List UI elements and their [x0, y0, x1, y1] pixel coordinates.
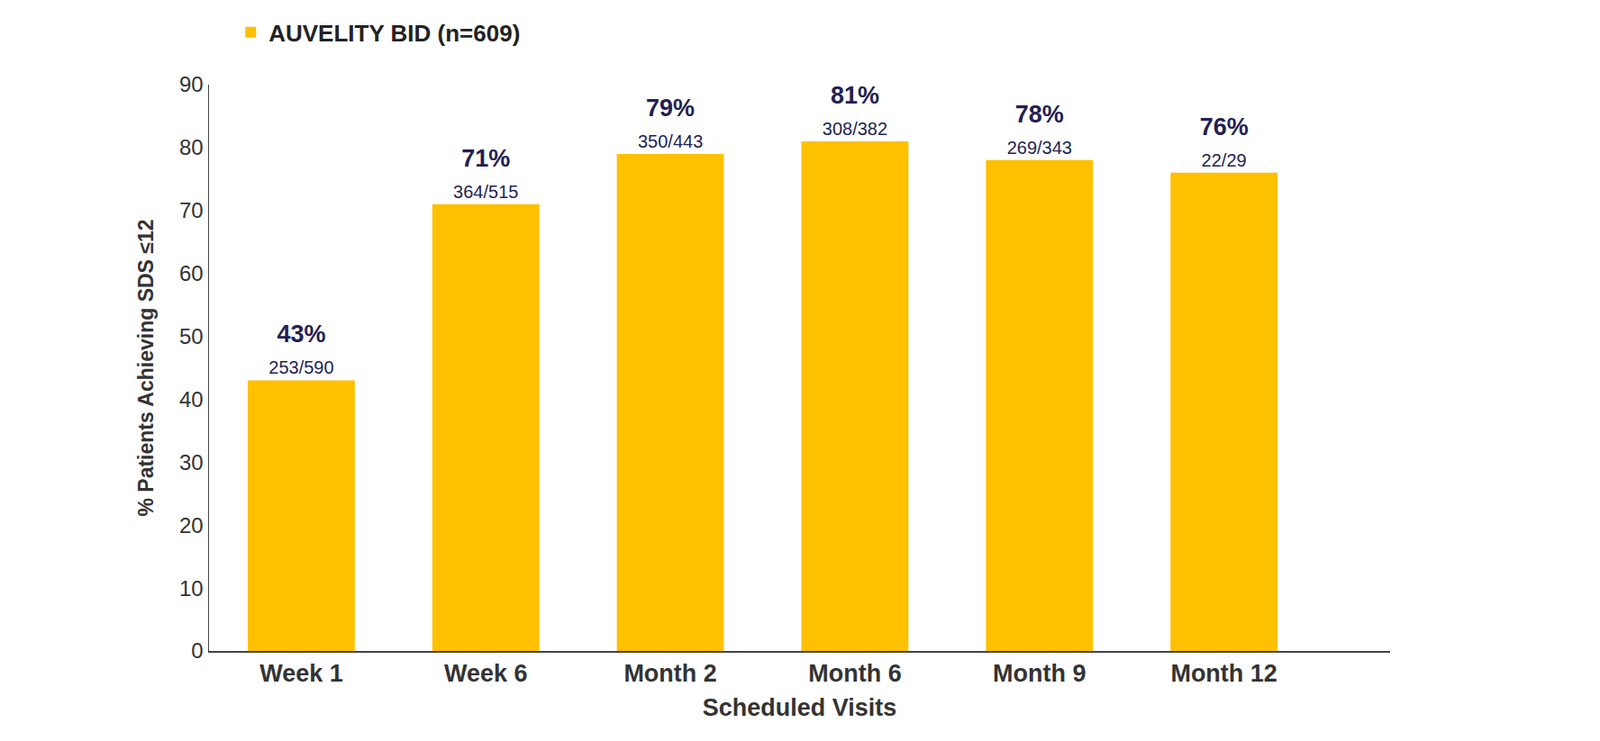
svg-text:AUVELITY BID (n=609): AUVELITY BID (n=609) — [268, 19, 520, 47]
svg-text:Month 12: Month 12 — [1170, 660, 1278, 688]
svg-text:40: 40 — [179, 387, 204, 412]
svg-text:Month 9: Month 9 — [992, 660, 1086, 688]
svg-text:% Patients Achieving SDS ≤12: % Patients Achieving SDS ≤12 — [134, 218, 158, 517]
svg-text:71%364/515: 71%364/515 — [453, 145, 519, 202]
svg-text:78%269/343: 78%269/343 — [1007, 100, 1073, 158]
svg-text:Month 2: Month 2 — [623, 660, 717, 688]
svg-text:Scheduled Visits: Scheduled Visits — [702, 694, 898, 722]
svg-text:30: 30 — [179, 450, 204, 475]
svg-text:81%308/382: 81%308/382 — [822, 81, 888, 139]
svg-text:60: 60 — [179, 261, 204, 286]
svg-text:79%350/443: 79%350/443 — [637, 94, 703, 152]
svg-text:43%253/590: 43%253/590 — [268, 320, 334, 378]
svg-text:20: 20 — [179, 513, 204, 538]
svg-text:Week 1: Week 1 — [259, 660, 344, 688]
svg-text:0: 0 — [190, 638, 203, 664]
svg-text:70: 70 — [179, 198, 204, 223]
svg-text:50: 50 — [179, 324, 204, 349]
svg-text:80: 80 — [179, 135, 204, 160]
svg-text:Month 6: Month 6 — [808, 660, 901, 688]
svg-text:10: 10 — [179, 576, 204, 601]
svg-text:76%22/29: 76%22/29 — [1200, 113, 1249, 171]
svg-text:Week 6: Week 6 — [444, 660, 528, 688]
svg-text:90: 90 — [179, 72, 204, 97]
